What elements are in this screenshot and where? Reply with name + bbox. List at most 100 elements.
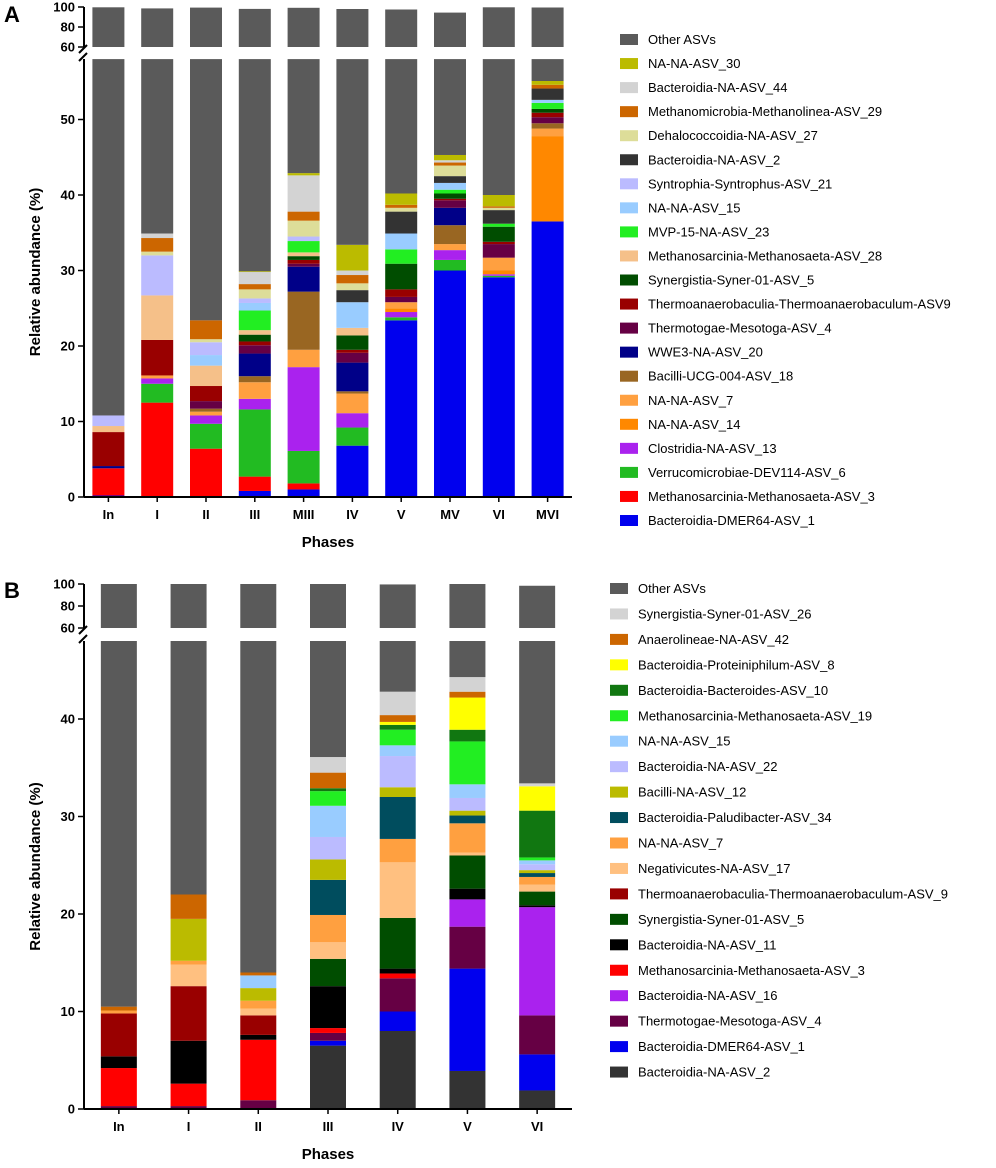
panel-b-bar-v-synergistia-syner-01-asv-5 bbox=[449, 855, 486, 889]
panel-a-legend-label: Methanosarcinia-Methanosaeta-ASV_3 bbox=[648, 489, 875, 504]
panel-b-bar-vi-bacteroidia-na-asv-11 bbox=[519, 905, 556, 908]
panel-a-bar-iv-verrucomicrobiae-dev114-asv-6 bbox=[336, 427, 369, 446]
panel-a-bar-mvi-na-na-asv-7 bbox=[531, 128, 564, 137]
panel-a-bar-miii-methanosarcinia-methanosaeta-asv-28 bbox=[287, 252, 320, 257]
panel-a-bar-miii-bacteroidia-dmer64-asv-1 bbox=[287, 489, 320, 497]
panel-b-bar-vi-bacteroidia-dmer64-asv-1 bbox=[519, 1054, 556, 1091]
panel-b-legend-item-bacteroidia-na-asv-2: Bacteroidia-NA-ASV_2 bbox=[610, 1065, 770, 1080]
panel-b-bar-iii-anaerolineae-na-asv-42 bbox=[310, 772, 346, 789]
panel-a-bar-mv-synergistia-syner-01-asv-5 bbox=[434, 193, 466, 199]
panel-b-bar-vi-methanosarcinia-methanosaeta-asv-19 bbox=[519, 857, 556, 861]
panel-a-legend-swatch bbox=[620, 130, 638, 142]
panel-a-bar-mv-verrucomicrobiae-dev114-asv-6 bbox=[434, 259, 466, 271]
panel-a-bar-iii-other-asvs bbox=[238, 59, 271, 272]
panel-a-legend-label: Bacteroidia-NA-ASV_44 bbox=[648, 80, 787, 95]
panel-a-bar-ii-na-na-asv-7 bbox=[190, 411, 222, 416]
panel-b-axis-break-mark bbox=[78, 625, 88, 635]
panel-a-bar-vi-clostridia-na-asv-13 bbox=[482, 274, 515, 276]
panel-b-bar-ii-negativicutes-na-asv-17 bbox=[240, 1008, 277, 1016]
panel-a-legend-item-methanosarcinia-methanosaeta-asv-3: Methanosarcinia-Methanosaeta-ASV_3 bbox=[620, 489, 875, 504]
panel-b-legend-item-bacteroidia-proteiniphilum-asv-8: Bacteroidia-Proteiniphilum-ASV_8 bbox=[610, 657, 835, 672]
panel-a-legend-item-mvp-15-na-asv-23: MVP-15-NA-ASV_23 bbox=[620, 224, 769, 239]
panel-b-legend-item-methanosarcinia-methanosaeta-asv-19: Methanosarcinia-Methanosaeta-ASV_19 bbox=[610, 708, 872, 723]
panel-b-legend-label: Bacteroidia-NA-ASV_11 bbox=[638, 937, 777, 952]
panel-a-legend-swatch bbox=[620, 418, 638, 430]
panel-b-legend-label: Bacteroidia-NA-ASV_16 bbox=[638, 988, 777, 1003]
panel-a-bar-iii-dehalococcoidia-na-asv-27 bbox=[238, 289, 271, 299]
panel-a-bar-mvi-thermoanaerobaculia-thermoanaerobaculum-asv9 bbox=[531, 112, 564, 118]
panel-b-legend-label: Synergistia-Syner-01-ASV_5 bbox=[638, 912, 804, 927]
panel-b-y-tick-30: 30 bbox=[61, 809, 75, 824]
panel-b-bar-ii-other-asvs bbox=[240, 641, 277, 973]
panel-b-bar-v-bacteroidia-na-asv-2 bbox=[449, 1070, 486, 1109]
panel-b-legend-label: Bacteroidia-Proteiniphilum-ASV_8 bbox=[638, 657, 835, 672]
panel-a-bar-iii-wwe3-na-asv-20 bbox=[238, 353, 271, 377]
panel-a-bar-v-other-asvs bbox=[385, 59, 418, 194]
panel-b-bar-vi-synergistia-syner-01-asv-5 bbox=[519, 891, 556, 906]
panel-a-x-axis-title: Phases bbox=[302, 534, 355, 551]
panel-b-legend-swatch bbox=[610, 990, 628, 1002]
panel-a-bar-mv-thermotogae-mesotoga-asv-4 bbox=[434, 200, 466, 208]
panel-b-bar-iii-bacteroidia-bacteroides-asv-10 bbox=[310, 788, 346, 792]
panel-b-bar-vi-bacteroidia-bacteroides-asv-10 bbox=[519, 810, 556, 858]
panel-b-bar-i-negativicutes-na-asv-17 bbox=[170, 964, 207, 987]
panel-a-bar-mv-bacteroidia-na-asv-2 bbox=[434, 176, 466, 183]
panel-a-bar-miii-other-asvs bbox=[287, 59, 320, 174]
panel-b-bar-iv-synergistia-syner-01-asv-5 bbox=[379, 917, 416, 969]
panel-a-legend-item-verrucomicrobiae-dev114-asv-6: Verrucomicrobiae-DEV114-ASV_6 bbox=[620, 465, 846, 480]
panel-b-bar-iii-bacteroidia-na-asv-11 bbox=[310, 986, 346, 1029]
panel-b-bar-ii-methanosarcinia-methanosaeta-asv-3 bbox=[240, 1039, 277, 1101]
panel-b-bar-v-na-na-asv-7 bbox=[449, 823, 486, 853]
panel-a-bar-iii-mvp-15-na-asv-23 bbox=[238, 310, 271, 331]
panel-b-bar-vi-synergistia-syner-01-asv-26 bbox=[519, 783, 556, 787]
panel-a-x-tick-mv: MV bbox=[440, 507, 460, 522]
panel-b-bar-i-bacilli-na-asv-12 bbox=[170, 918, 207, 961]
panel-b-legend-label: Thermoanaerobaculia-Thermoanaerobaculum-… bbox=[638, 886, 948, 901]
panel-a-bar-v-verrucomicrobiae-dev114-asv-6 bbox=[385, 317, 418, 321]
panel-b-legend-item-bacteroidia-paludibacter-asv-34: Bacteroidia-Paludibacter-ASV_34 bbox=[610, 810, 832, 825]
panel-a-bar-iii-bacteroidia-dmer64-asv-1 bbox=[238, 490, 271, 497]
panel-b-legend-label: Negativicutes-NA-ASV_17 bbox=[638, 861, 790, 876]
panel-a-bar-iii-methanosarcinia-methanosaeta-asv-28 bbox=[238, 330, 271, 335]
panel-a-y-tick-30: 30 bbox=[61, 263, 75, 278]
panel-a-legend-label: Clostridia-NA-ASV_13 bbox=[648, 441, 777, 456]
panel-a-bar-vi-other-asvs-upper bbox=[482, 7, 515, 48]
panel-a-bar-mvi-na-na-asv-14 bbox=[531, 136, 564, 222]
panel-a-bar-vi-na-na-asv-7 bbox=[482, 257, 515, 271]
panel-b-bar-ii-thermotogae-mesotoga-asv-4 bbox=[240, 1100, 277, 1109]
panel-b-legend-item-bacteroidia-na-asv-11: Bacteroidia-NA-ASV_11 bbox=[610, 937, 777, 952]
panel-b-bar-v-bacteroidia-na-asv-11 bbox=[449, 888, 486, 900]
panel-b-bar-iv-anaerolineae-na-asv-42 bbox=[379, 715, 416, 722]
panel-a-bar-v-clostridia-na-asv-13 bbox=[385, 312, 418, 318]
panel-b-bar-vi-bacilli-na-asv-12 bbox=[519, 870, 556, 874]
chart-panel-b: In I II III IV V VI0102030406080100PhasesRelat… bbox=[27, 577, 948, 1164]
panel-b-legend-item-thermotogae-mesotoga-asv-4: Thermotogae-Mesotoga-ASV_4 bbox=[610, 1014, 822, 1029]
panel-a-bar-mv-methanomicrobia-methanolinea-asv-29 bbox=[434, 162, 466, 166]
panel-a-bar-ii-methanomicrobia-methanolinea-asv-29 bbox=[190, 320, 222, 340]
panel-a-x-tick-vi: VI bbox=[493, 507, 505, 522]
panel-a-bar-v-na-na-asv-30 bbox=[385, 193, 418, 205]
panel-b-bar-ii-bacteroidia-na-asv-11 bbox=[240, 1034, 277, 1040]
panel-b-bar-in-bacteroidia-na-asv-11 bbox=[100, 1056, 137, 1069]
panel-a-y-tick-10: 10 bbox=[61, 414, 75, 429]
panel-a-legend-swatch bbox=[620, 106, 638, 118]
panel-b-bar-ii-na-na-asv-7 bbox=[240, 1000, 277, 1009]
panel-a-bar-in-thermoanaerobaculia-thermoanaerobaculum-asv9 bbox=[92, 432, 125, 467]
panel-a-bar-ii-other-asvs bbox=[190, 59, 222, 321]
panel-a-bar-mvi-methanomicrobia-methanolinea-asv-29 bbox=[531, 84, 564, 89]
panel-a-bar-in-syntrophia-syntrophus-asv-21 bbox=[92, 415, 125, 427]
panel-a-bar-mv-mvp-15-na-asv-23 bbox=[434, 189, 466, 194]
panel-a-bar-mvi-mvp-15-na-asv-23 bbox=[531, 102, 564, 109]
panel-b-bar-iv-thermotogae-mesotoga-asv-4 bbox=[379, 978, 416, 1012]
panel-a-bar-iv-synergistia-syner-01-asv-5 bbox=[336, 335, 369, 350]
panel-a-y-tick-upper-100: 100 bbox=[53, 0, 75, 15]
panel-b-legend-swatch bbox=[610, 812, 628, 824]
panel-b-legend-swatch bbox=[610, 786, 628, 798]
panel-b-bar-iv-bacteroidia-bacteroides-asv-10 bbox=[379, 724, 416, 730]
panel-a-bar-mv-bacteroidia-dmer64-asv-1 bbox=[434, 270, 466, 497]
panel-a-bar-iii-verrucomicrobiae-dev114-asv-6 bbox=[238, 409, 271, 477]
panel-a-bar-iii-other-asvs-upper bbox=[238, 8, 271, 47]
panel-b-bar-iv-bacteroidia-na-asv-22 bbox=[379, 756, 416, 788]
panel-a-bar-vi-na-na-asv-30 bbox=[482, 195, 515, 207]
panel-a-bar-miii-other-asvs-upper bbox=[287, 7, 320, 48]
